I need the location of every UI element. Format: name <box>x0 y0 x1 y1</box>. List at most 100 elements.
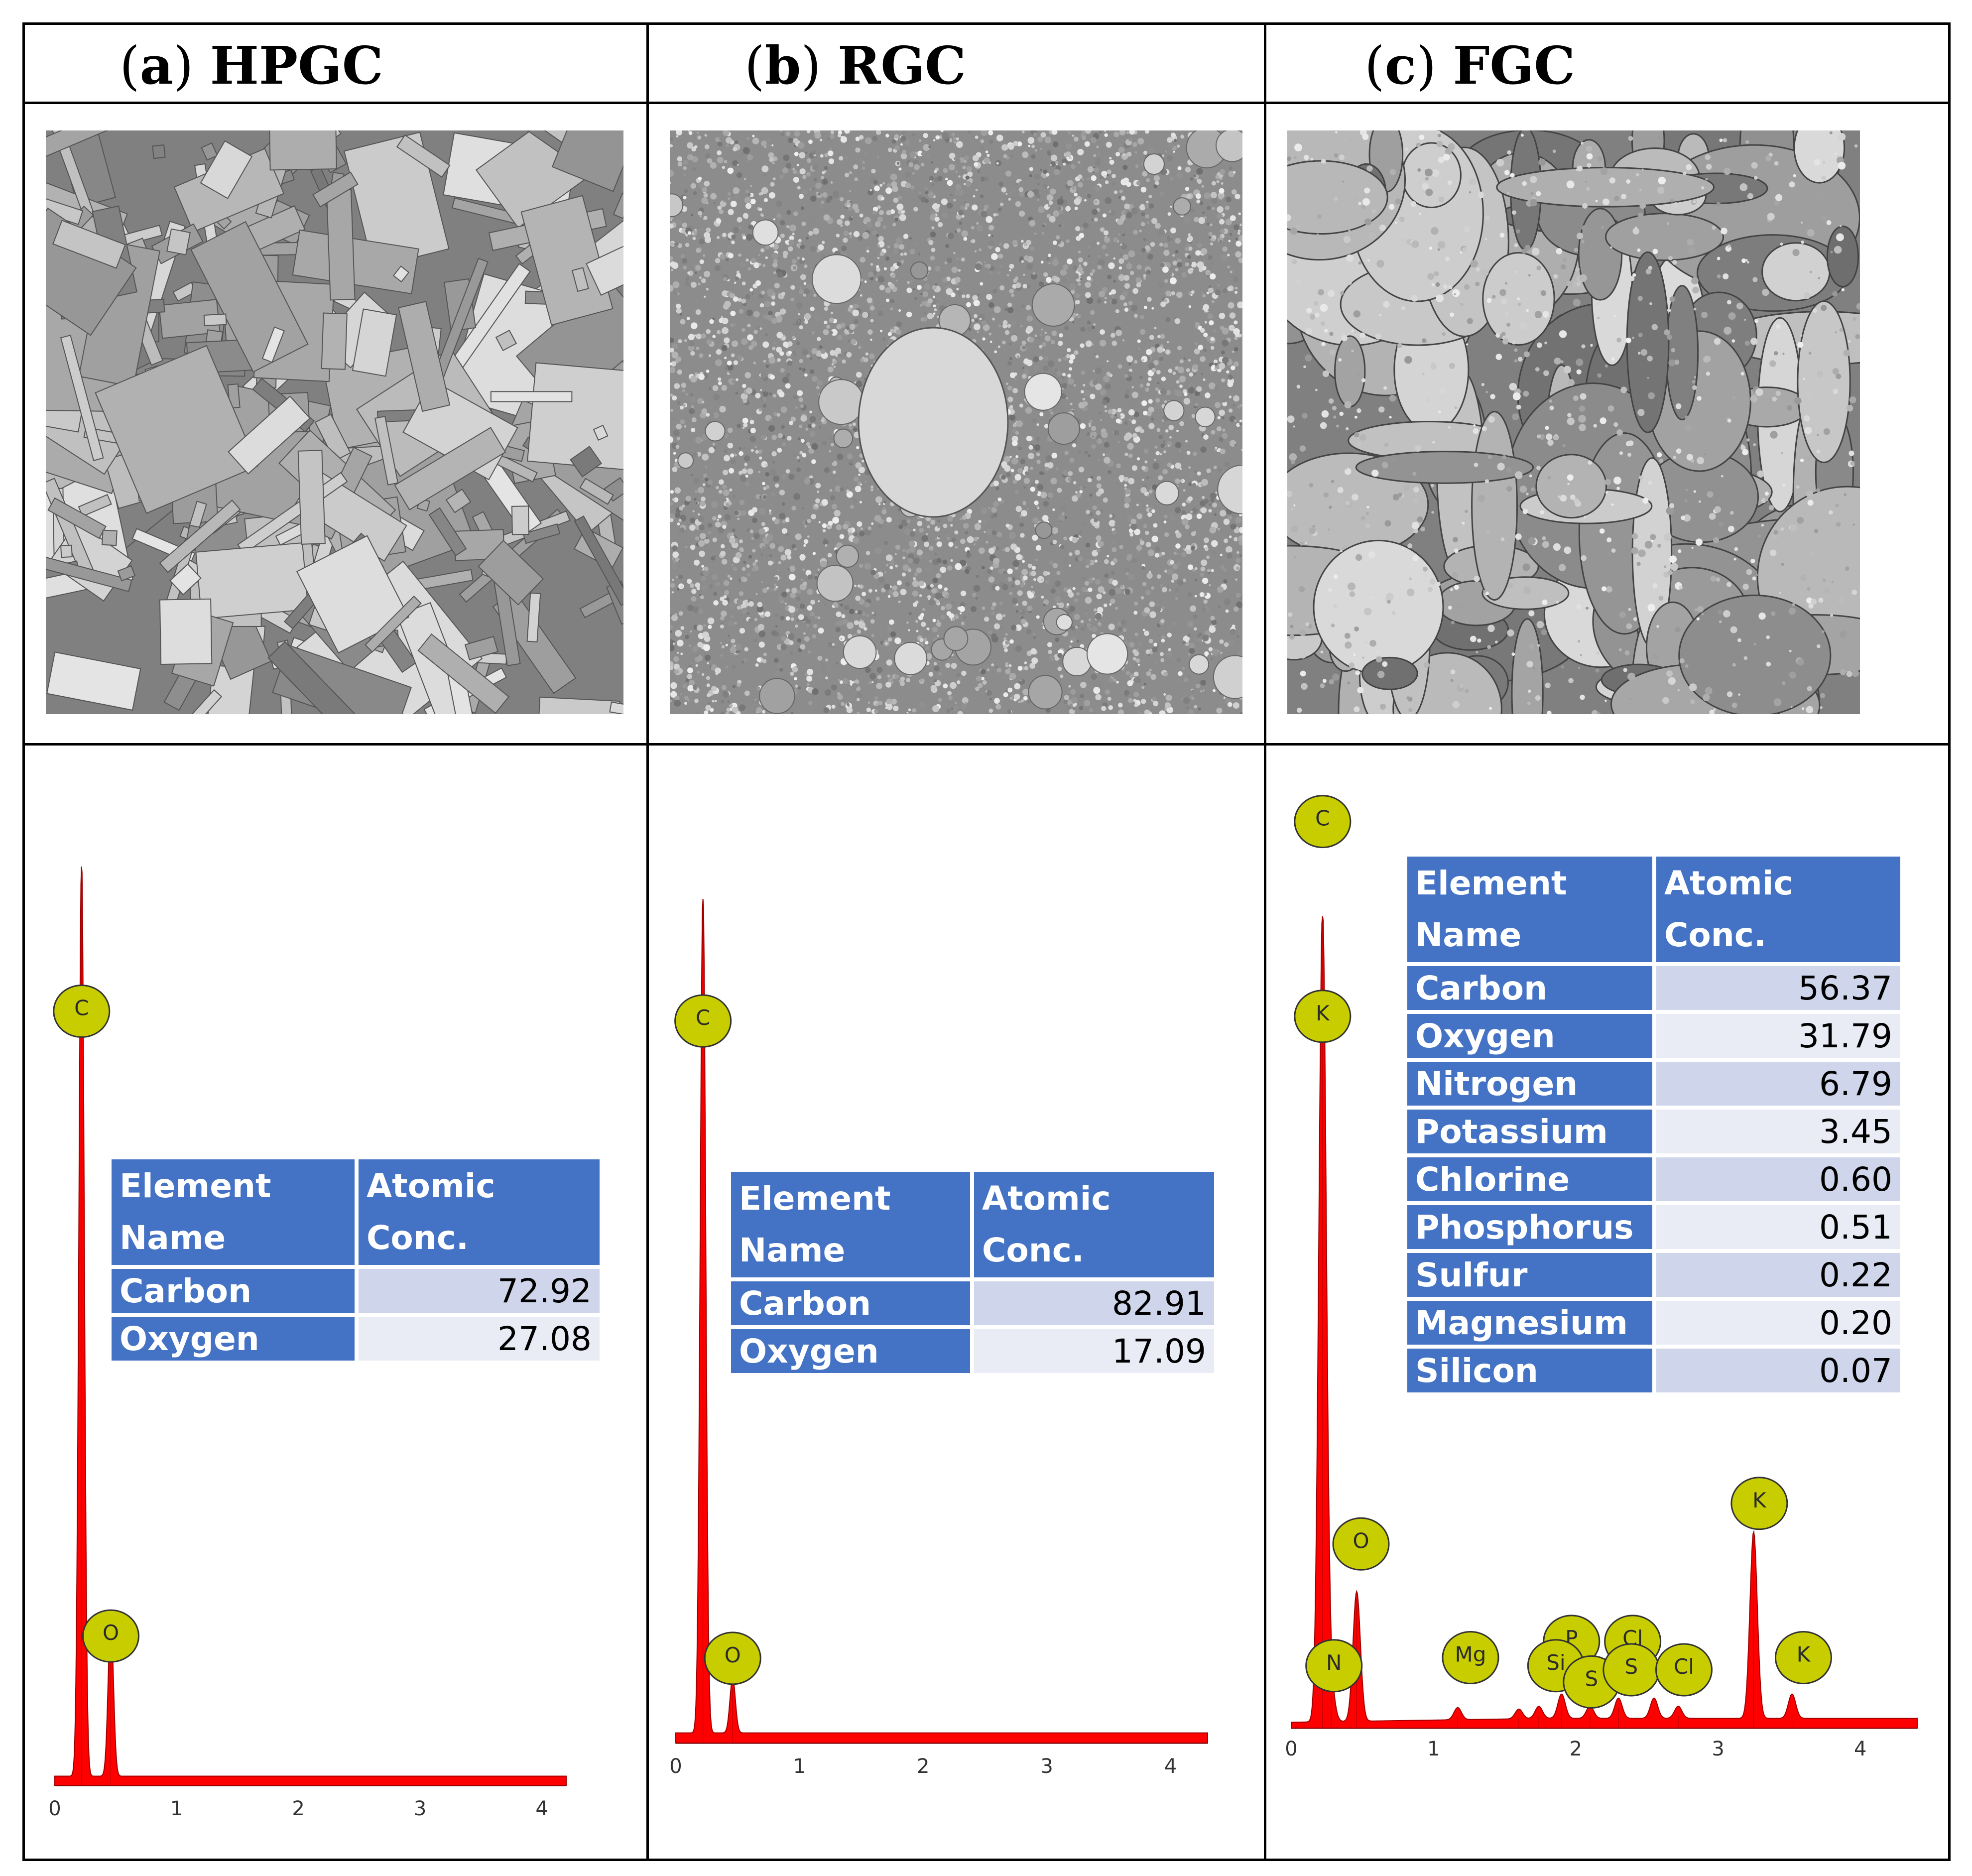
table-row: Oxygen 31.79 <box>1407 1014 1900 1058</box>
element-table-hpgc: Element Name Atomic Conc. Carbon 72.92 Oxygen… <box>112 1155 600 1365</box>
table-header-element: Element Name <box>731 1172 974 1277</box>
peak-marker-o: O <box>1332 1517 1390 1571</box>
spectrum-area <box>54 866 567 1786</box>
x-tick-label: 3 <box>1040 1755 1053 1778</box>
element-table-rgc: Element Name Atomic Conc. Carbon 82.91 Oxygen… <box>731 1168 1214 1377</box>
peak-marker-c: C <box>1294 795 1352 849</box>
x-tick-label: 2 <box>917 1755 929 1778</box>
element-name-cell: Carbon <box>1407 966 1656 1010</box>
x-tick-label: 3 <box>414 1797 426 1820</box>
table-header-row: Element Name Atomic Conc. <box>1407 857 1900 962</box>
x-tick-label: 4 <box>1164 1755 1177 1778</box>
peak-marker-label: O <box>725 1643 741 1667</box>
eds-spectrum-fgc: 0 1 2 3 4 C K O N Mg P Cl Si S S Cl K K <box>1285 795 1925 1763</box>
x-tick-label: 0 <box>48 1797 61 1820</box>
peak-marker-s: S <box>1602 1643 1660 1697</box>
frame-col-divider-2 <box>1264 22 1266 1861</box>
element-name-cell: Oxygen <box>1407 1014 1656 1058</box>
table-header-conc: Atomic Conc. <box>1656 857 1900 962</box>
table-row: Carbon 82.91 <box>731 1281 1214 1325</box>
table-row: Magnesium 0.20 <box>1407 1301 1900 1345</box>
x-tick-label: 1 <box>793 1755 806 1778</box>
table-row: Carbon 72.92 <box>112 1269 600 1313</box>
element-name-cell: Oxygen <box>112 1317 359 1361</box>
panel-title-rgc: (b) RGC <box>744 35 966 96</box>
frame-row-divider <box>22 743 1951 746</box>
table-row: Oxygen 27.08 <box>112 1317 600 1361</box>
peak-marker-label: N <box>1326 1650 1342 1675</box>
peak-marker-mg: Mg <box>1442 1631 1499 1684</box>
x-tick-label: 1 <box>170 1797 183 1820</box>
element-name-cell: Carbon <box>731 1281 974 1325</box>
peak-marker-label: K <box>1752 1488 1767 1512</box>
peak-marker-label: C <box>74 996 89 1020</box>
x-tick-label: 2 <box>1570 1738 1582 1760</box>
panel-title-hpgc: (a) HPGC <box>120 35 383 96</box>
table-header-row: Element Name Atomic Conc. <box>731 1172 1214 1277</box>
panel-title-fgc: (c) FGC <box>1364 35 1575 96</box>
atomic-conc-cell: 3.45 <box>1656 1110 1900 1153</box>
table-header-conc: Atomic Conc. <box>359 1159 600 1265</box>
table-header-row: Element Name Atomic Conc. <box>112 1159 600 1265</box>
peak-marker-c: C <box>674 994 732 1048</box>
peak-marker-n: N <box>1305 1639 1363 1693</box>
atomic-conc-cell: 0.07 <box>1656 1349 1900 1392</box>
peak-marker-label: O <box>103 1621 119 1645</box>
atomic-conc-cell: 6.79 <box>1656 1062 1900 1106</box>
peak-marker-label: C <box>696 1005 710 1030</box>
x-tick-label: 2 <box>292 1797 304 1820</box>
peak-marker-label: Cl <box>1674 1654 1694 1679</box>
element-name-cell: Nitrogen <box>1407 1062 1656 1106</box>
frame-right <box>1948 22 1951 1861</box>
peak-marker-label: Mg <box>1455 1642 1486 1667</box>
table-row: Carbon 56.37 <box>1407 966 1900 1010</box>
sem-micrograph-hpgc <box>46 130 623 714</box>
peak-marker-label: S <box>1624 1654 1638 1679</box>
peak-marker-label: S <box>1585 1666 1598 1691</box>
peak-marker-o: O <box>704 1631 761 1685</box>
peak-marker-label: O <box>1353 1528 1369 1553</box>
table-row: Sulfur 0.22 <box>1407 1253 1900 1297</box>
atomic-conc-cell: 0.51 <box>1656 1205 1900 1249</box>
peak-marker-label: K <box>1316 1001 1330 1025</box>
element-name-cell: Carbon <box>112 1269 359 1313</box>
peak-marker-label: Si <box>1546 1650 1565 1675</box>
element-name-cell: Oxygen <box>731 1329 974 1373</box>
table-row: Nitrogen 6.79 <box>1407 1062 1900 1106</box>
element-name-cell: Silicon <box>1407 1349 1656 1392</box>
x-tick-label: 1 <box>1427 1738 1440 1760</box>
element-name-cell: Sulfur <box>1407 1253 1656 1297</box>
sem-micrograph-fgc <box>1287 130 1860 714</box>
atomic-conc-cell: 56.37 <box>1656 966 1900 1010</box>
eds-spectrum-hpgc: 0 1 2 3 4 C O <box>46 847 574 1833</box>
atomic-conc-cell: 31.79 <box>1656 1014 1900 1058</box>
table-row: Phosphorus 0.51 <box>1407 1205 1900 1249</box>
table-row: Chlorine 0.60 <box>1407 1157 1900 1201</box>
x-tick-label: 4 <box>535 1797 548 1820</box>
x-tick-label: 4 <box>1854 1738 1866 1760</box>
x-tick-label: 0 <box>669 1755 682 1778</box>
frame-bottom <box>22 1859 1951 1861</box>
atomic-conc-cell: 0.60 <box>1656 1157 1900 1201</box>
element-table-fgc: Element Name Atomic Conc. Carbon 56.37 Oxygen… <box>1407 853 1900 1396</box>
peak-marker-k: K <box>1730 1477 1788 1530</box>
element-name-cell: Potassium <box>1407 1110 1656 1153</box>
element-name-cell: Phosphorus <box>1407 1205 1656 1249</box>
atomic-conc-cell: 17.09 <box>974 1329 1214 1373</box>
frame-col-divider-1 <box>646 22 649 1861</box>
frame-top <box>22 22 1951 25</box>
element-name-cell: Magnesium <box>1407 1301 1656 1345</box>
peak-marker-cl: Cl <box>1655 1643 1713 1697</box>
x-tick-label: 0 <box>1285 1738 1297 1760</box>
table-row: Potassium 3.45 <box>1407 1110 1900 1153</box>
spectrum-area <box>675 898 1208 1744</box>
peak-marker-label: K <box>1797 1642 1811 1667</box>
atomic-conc-cell: 0.22 <box>1656 1253 1900 1297</box>
x-tick-label: 3 <box>1712 1738 1724 1760</box>
atomic-conc-cell: 82.91 <box>974 1281 1214 1325</box>
peak-marker-label: C <box>1315 806 1330 831</box>
eds-spectrum-rgc: 0 1 2 3 4 C O <box>669 886 1218 1788</box>
element-name-cell: Chlorine <box>1407 1157 1656 1201</box>
atomic-conc-cell: 27.08 <box>359 1317 600 1361</box>
